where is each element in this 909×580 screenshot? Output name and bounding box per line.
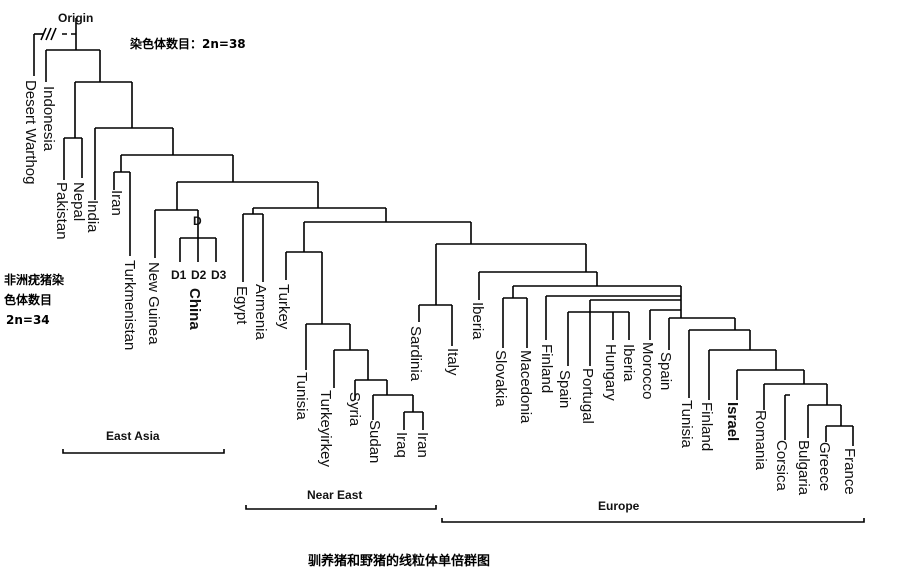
taxon-france: France [841, 448, 858, 495]
taxon-israel: Israel [724, 402, 741, 441]
taxon-tunisia-eu: Tunisia [678, 400, 695, 448]
taxon-bulgaria: Bulgaria [795, 440, 812, 496]
europe-bracket [441, 518, 865, 523]
west-branches [242, 207, 854, 446]
region-near-east: Near East [307, 488, 362, 502]
taxon-armenia: Armenia [252, 284, 269, 341]
taxon-portugal: Portugal [579, 368, 596, 424]
region-europe: Europe [598, 499, 640, 513]
warthog-note-line-3: 2n=34 [6, 313, 50, 327]
taxon-new-guinea: New Guinea [145, 262, 162, 345]
haplogroup-d3-label: D3 [211, 268, 227, 282]
taxon-sudan: Sudan [366, 420, 383, 463]
taxon-tunisia-ne: Tunisia [293, 372, 310, 420]
taxon-iberia-2: Iberia [620, 344, 637, 382]
china-label: China [186, 288, 203, 330]
taxon-spain-2: Spain [657, 352, 674, 390]
taxon-iraq: Iraq [393, 432, 410, 458]
diagram-caption: 驯养猪和野猪的线粒体单倍群图 [308, 554, 491, 569]
taxon-syria: Syria [346, 392, 363, 427]
warthog-chromosome-note: 非洲疣猪染 色体数目 2n=34 [4, 270, 64, 330]
taxon-sardinia: Sardinia [407, 326, 424, 382]
chromosome-note: 染色体数目：2n=38 [130, 37, 246, 51]
haplogroup-d2-label: D2 [191, 268, 207, 282]
taxon-italy: Italy [444, 348, 461, 376]
taxon-romania: Romania [752, 410, 769, 471]
taxon-corsica: Corsica [773, 440, 790, 492]
taxon-spain-1: Spain [556, 370, 573, 408]
taxon-turkmenistan: Turkmenistan [121, 260, 138, 350]
taxon-turkeyirkey: Turkeyirkey [317, 390, 334, 467]
taxa-labels: Desert Warthog Indonesia Pakistan NepalIndi… [22, 80, 858, 496]
taxon-indonesia: Indonesia [40, 86, 57, 152]
region-east-asia: East Asia [106, 429, 160, 443]
taxon-morocco: Morocco [639, 342, 656, 400]
near-east-bracket [245, 505, 437, 510]
taxon-iberia-1: Iberia [469, 302, 486, 340]
taxon-iran-asia: Iran [108, 190, 125, 216]
haplogroup-d1-label: D1 [171, 268, 187, 282]
taxon-egypt: Egypt [233, 286, 250, 325]
taxon-greece: Greece [816, 442, 833, 491]
asia-branches [63, 81, 319, 262]
taxon-finland-1: Finland [538, 344, 555, 393]
warthog-note-line-2: 色体数目 [4, 293, 53, 307]
taxon-iran-ne: Iran [414, 432, 431, 458]
taxon-finland-2: Finland [698, 402, 715, 451]
taxon-slovakia: Slovakia [492, 350, 509, 407]
haplogroup-d-label: D [193, 214, 202, 228]
taxon-nepal: Nepal [70, 182, 87, 221]
root-branch [33, 18, 101, 82]
taxon-turkey: Turkey [275, 284, 292, 330]
east-asia-bracket [62, 449, 225, 454]
taxon-pakistan: Pakistan [53, 182, 70, 240]
origin-label: Origin [58, 11, 93, 25]
taxon-desert-warthog: Desert Warthog [22, 80, 39, 184]
taxon-india: India [84, 200, 101, 233]
warthog-note-line-1: 非洲疣猪染 [4, 273, 65, 287]
taxon-hungary: Hungary [602, 344, 619, 401]
taxon-macedonia: Macedonia [517, 350, 534, 424]
